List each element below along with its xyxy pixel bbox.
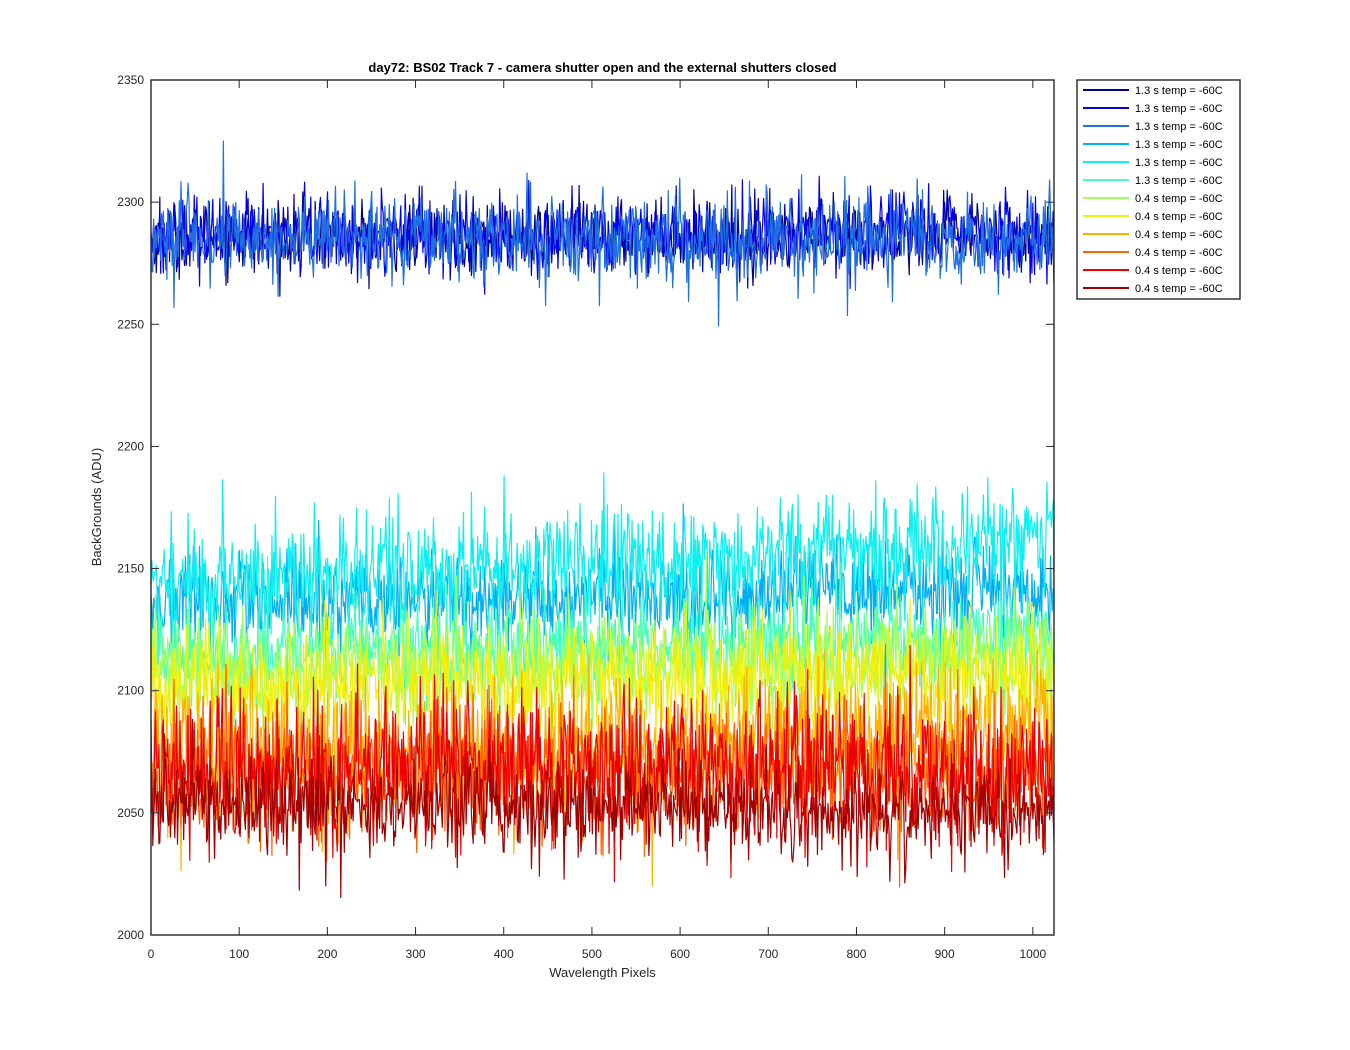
x-tick-label: 0 — [148, 947, 155, 961]
axes-box — [150, 79, 1055, 936]
legend-label: 0.4 s temp = -60C — [1135, 229, 1223, 241]
chart-title: day72: BS02 Track 7 - camera shutter ope… — [368, 60, 836, 75]
legend-label: 0.4 s temp = -60C — [1135, 265, 1223, 277]
ticks-layer: 0 100 200 300 400 500 600 700 800 900 1000 2000 2050… — [117, 73, 1054, 961]
x-tick-label: 100 — [229, 947, 249, 961]
series-line-5 — [150, 472, 1055, 666]
y-tick-label: 2150 — [117, 562, 144, 576]
y-tick-label: 2350 — [117, 73, 144, 87]
y-tick-label: 2200 — [117, 439, 144, 453]
y-tick-label: 2250 — [117, 317, 144, 331]
legend-label: 1.3 s temp = -60C — [1135, 85, 1223, 97]
y-tick-label: 2000 — [117, 928, 144, 942]
legend-label: 1.3 s temp = -60C — [1135, 175, 1223, 187]
x-tick-label: 200 — [317, 947, 337, 961]
series-layer — [150, 140, 1055, 899]
legend-box — [1076, 79, 1241, 300]
x-tick-label: 400 — [494, 947, 514, 961]
series-line-3 — [150, 140, 1055, 327]
legend-label: 1.3 s temp = -60C — [1135, 157, 1223, 169]
legend-label: 0.4 s temp = -60C — [1135, 211, 1223, 223]
plot-area: 0 100 200 300 400 500 600 700 800 900 1000 2000 2050… — [117, 73, 1055, 961]
y-tick-label: 2300 — [117, 195, 144, 209]
legend-label: 0.4 s temp = -60C — [1135, 247, 1223, 259]
legend-items: 1.3 s temp = -60C 1.3 s temp = -60C 1.3 s … — [1083, 85, 1223, 295]
legend-label: 1.3 s temp = -60C — [1135, 121, 1223, 133]
legend-label: 0.4 s temp = -60C — [1135, 193, 1223, 205]
x-tick-label: 1000 — [1019, 947, 1046, 961]
legend: 1.3 s temp = -60C 1.3 s temp = -60C 1.3 s … — [1076, 79, 1241, 300]
x-tick-label: 600 — [670, 947, 690, 961]
x-axis-label: Wavelength Pixels — [549, 965, 656, 980]
legend-label: 1.3 s temp = -60C — [1135, 139, 1223, 151]
series-line-12 — [150, 718, 1055, 899]
series-line-11 — [150, 645, 1055, 883]
x-tick-label: 900 — [935, 947, 955, 961]
y-tick-label: 2100 — [117, 684, 144, 698]
x-tick-label: 800 — [846, 947, 866, 961]
series-line-2 — [150, 175, 1055, 295]
x-tick-label: 300 — [406, 947, 426, 961]
legend-label: 1.3 s temp = -60C — [1135, 103, 1223, 115]
x-tick-label: 700 — [758, 947, 778, 961]
x-tick-label: 500 — [582, 947, 602, 961]
legend-label: 0.4 s temp = -60C — [1135, 283, 1223, 295]
y-tick-label: 2050 — [117, 806, 144, 820]
y-axis-label: BackGrounds (ADU) — [89, 448, 104, 566]
